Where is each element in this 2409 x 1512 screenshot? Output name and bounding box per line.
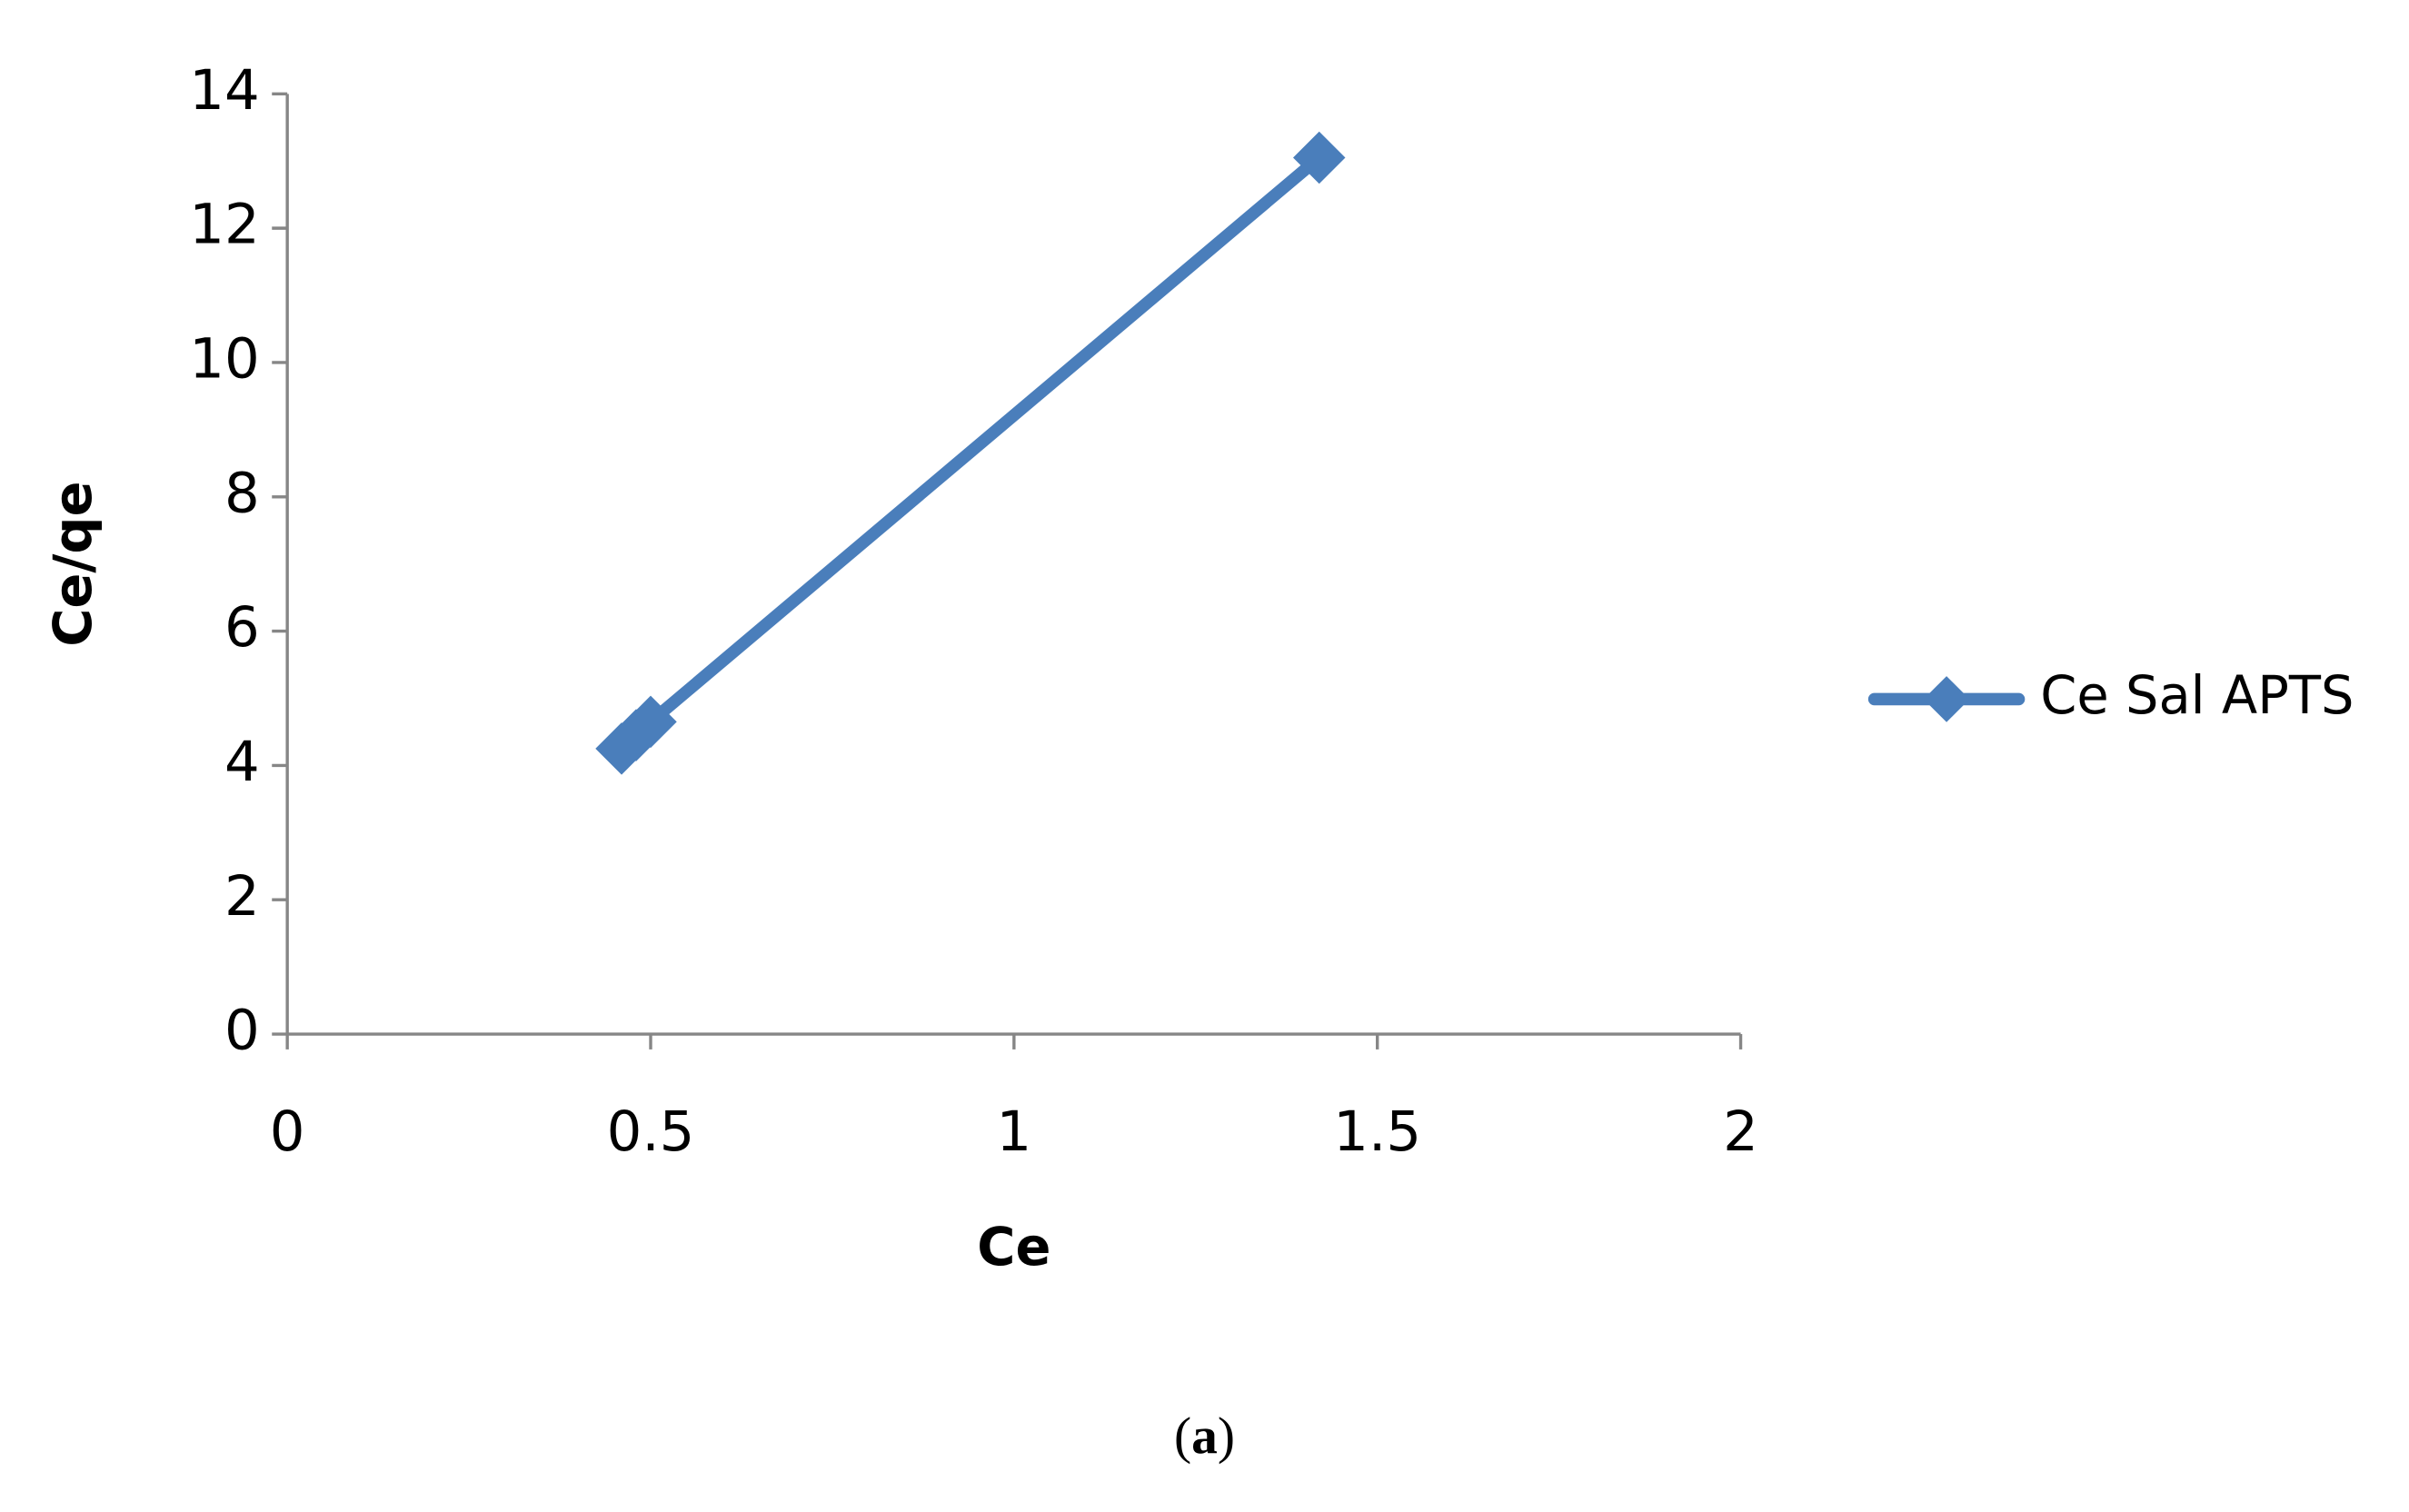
y-tick-label: 0: [224, 1000, 260, 1063]
y-tick-label: 6: [224, 596, 260, 660]
series-line: [617, 153, 1324, 753]
x-tick-label: 1.5: [1333, 1100, 1421, 1164]
y-tick-label: 12: [189, 194, 259, 257]
x-tick-label: 0.5: [607, 1100, 695, 1164]
x-axis-title: Ce: [977, 1217, 1050, 1278]
legend-marker: [1923, 676, 1970, 722]
y-tick-label: 8: [224, 462, 260, 525]
caption: (a): [1174, 1408, 1235, 1465]
x-tick-label: 0: [270, 1100, 305, 1164]
data-point: [1292, 131, 1346, 184]
y-axis-title: Ce/qe: [43, 482, 104, 647]
data-point: [624, 695, 677, 749]
caption-label: a: [1191, 1408, 1218, 1465]
caption-prefix: (: [1174, 1408, 1191, 1465]
y-tick-label: 14: [189, 59, 259, 123]
x-tick-label: 1: [996, 1100, 1031, 1164]
legend-label: Ce Sal APTS: [2040, 665, 2354, 726]
y-tick-label: 2: [224, 865, 260, 929]
y-tick-label: 10: [189, 328, 259, 392]
x-tick-label: 2: [1723, 1100, 1758, 1164]
caption-suffix: ): [1218, 1408, 1235, 1465]
y-tick-label: 4: [224, 731, 260, 794]
